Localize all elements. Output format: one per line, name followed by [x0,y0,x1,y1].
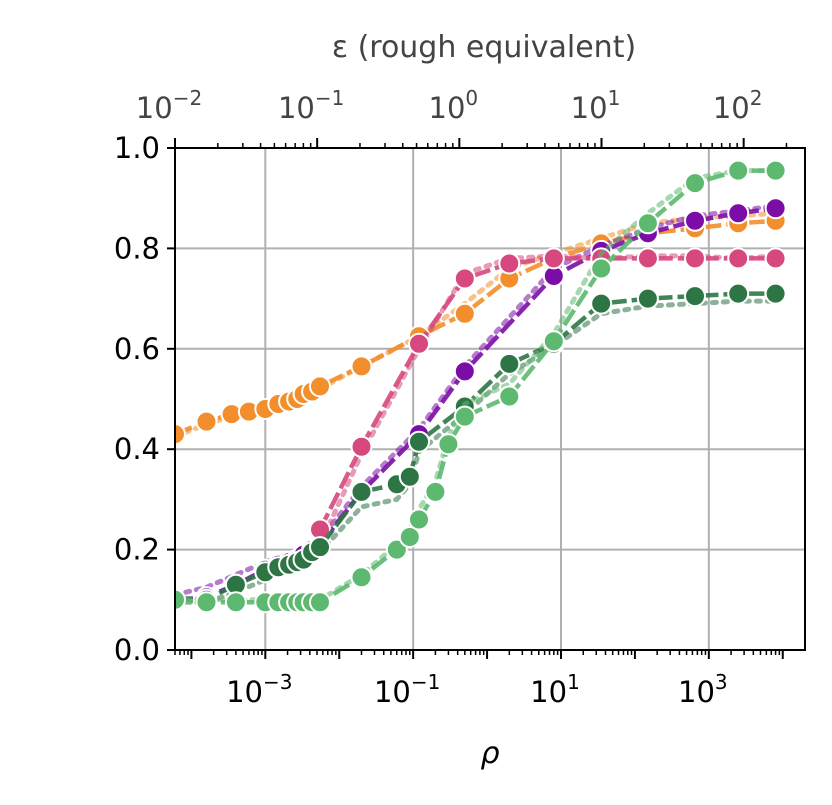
y-tick-label: 0.2 [114,533,160,567]
y-tick-label: 0.4 [114,432,160,466]
x-tick-label: 10−1 [374,670,440,709]
data-point [498,252,521,275]
data-point [350,480,373,503]
data-point [350,566,373,589]
series-3 [309,247,787,548]
data-point [727,282,750,305]
data-point [542,330,565,353]
top-tick-label: 102 [713,86,763,125]
data-point [175,423,186,446]
axis-ticks: 0.0 0.2 0.4 0.6 0.8 1.0 10−3 10−1 101 103 10−2 10−1… [114,86,788,709]
series-4 [175,282,787,611]
data-point [224,591,247,614]
data-point [175,588,186,611]
data-point [195,591,218,614]
data-point [727,247,750,270]
data-point [453,360,476,383]
data-point [195,410,218,433]
data-point [727,159,750,182]
data-point [764,197,787,220]
top-tick-label: 10−2 [136,86,202,125]
data-point [684,209,706,232]
data-point [764,159,787,182]
data-point [350,435,373,458]
data-point [764,282,787,305]
x-tick-label: 10−3 [226,670,292,709]
data-point [590,257,613,280]
x-tick-label: 103 [678,670,728,709]
data-point [684,285,706,308]
y-tick-label: 0.8 [114,231,160,265]
data-point [309,536,331,559]
data-point [636,212,659,235]
data-point [385,538,408,561]
data-point [408,508,430,531]
data-point [590,292,613,315]
y-tick-label: 0.0 [114,633,160,667]
data-point [684,247,706,270]
data-point [764,247,787,270]
top-axis-title: ε (rough equivalent) [332,30,636,65]
data-point [636,247,659,270]
data-point [350,355,373,378]
data-point [636,287,659,310]
series-5 [175,159,787,614]
data-point [437,433,460,456]
data-point [309,375,331,398]
top-tick-label: 101 [571,86,621,125]
data-point [498,385,521,408]
data-point [309,591,331,614]
data-point [408,332,430,355]
data-point [498,352,521,375]
data-point [542,247,565,270]
data-point [453,302,476,325]
plot-frame [174,147,806,651]
top-tick-label: 100 [429,86,479,125]
top-tick-label: 10−1 [278,86,344,125]
y-tick-label: 0.6 [114,332,160,366]
x-tick-label: 101 [530,670,580,709]
series-layer [175,159,787,614]
data-point [398,526,421,548]
data-point [424,480,447,503]
y-tick-label: 1.0 [114,131,160,165]
data-point [453,267,476,290]
data-point [398,465,421,488]
data-point [684,172,706,195]
data-point [453,405,476,428]
data-point [727,202,750,225]
x-axis-title: ρ [480,736,499,771]
data-point [408,430,430,453]
